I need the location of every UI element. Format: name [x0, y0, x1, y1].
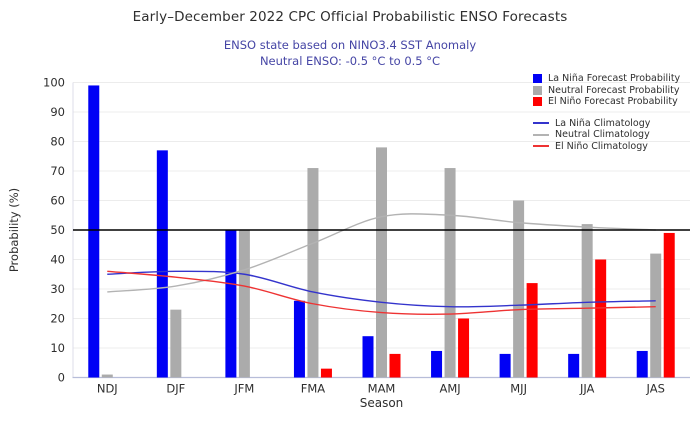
y-tick-label: 0: [58, 371, 65, 385]
x-tick-label: DJF: [166, 382, 185, 396]
legend-item-el-nino-climatology: El Niño Climatology: [533, 141, 680, 153]
x-tick-label: JJA: [579, 382, 595, 396]
bar: [513, 200, 525, 378]
bar: [225, 230, 237, 378]
x-tick-label: MAM: [368, 382, 396, 396]
x-tick-label: MJJ: [510, 382, 527, 396]
el-nino-climatology-line-icon: [533, 145, 549, 148]
bar: [650, 253, 662, 378]
y-tick-label: 60: [50, 194, 65, 208]
la-nina-forecast-swatch-icon: [533, 74, 542, 84]
bar: [307, 168, 319, 378]
chart-title: Early–December 2022 CPC Official Probabi…: [132, 9, 568, 25]
x-tick-label: FMA: [301, 382, 326, 396]
neutral-forecast-swatch-icon: [533, 85, 542, 95]
bar: [320, 368, 332, 378]
bar: [88, 85, 100, 378]
y-tick-label: 100: [43, 76, 65, 90]
el-nino-forecast-swatch-icon: [533, 97, 542, 107]
legend-label: La Niña Climatology: [555, 117, 651, 129]
y-tick-label: 40: [50, 253, 65, 267]
bar: [101, 374, 113, 378]
y-tick-label: 10: [50, 341, 65, 355]
x-tick-label: NDJ: [97, 382, 118, 396]
bar: [663, 232, 675, 378]
neutral-climatology-line-icon: [533, 133, 549, 136]
legend-group-gap: [533, 108, 680, 118]
bar: [389, 353, 401, 378]
legend-label: Neutral Forecast Probability: [548, 84, 680, 96]
bar: [568, 353, 580, 378]
legend-item-la-nina-climatology: La Niña Climatology: [533, 118, 680, 130]
legend-label: El Niño Forecast Probability: [548, 96, 678, 107]
bar: [431, 350, 443, 378]
x-tick-label: AMJ: [439, 382, 460, 396]
y-tick-label: 70: [50, 164, 65, 178]
bar: [293, 300, 305, 378]
bar: [238, 230, 250, 378]
legend-item-neutral-climatology: Neutral Climatology: [533, 129, 680, 141]
bar: [526, 283, 538, 378]
y-tick-label: 90: [50, 105, 65, 119]
y-tick-label: 80: [50, 135, 65, 149]
legend-label: Neutral Climatology: [555, 129, 650, 140]
legend-label: La Niña Forecast Probability: [548, 73, 681, 84]
x-axis-title: Season: [359, 396, 404, 410]
y-tick-label: 50: [50, 223, 65, 237]
x-tick-label: JFM: [233, 382, 254, 396]
x-tick-label: JAS: [646, 382, 665, 396]
bar: [581, 224, 593, 378]
legend-item-la-nina-forecast: La Niña Forecast Probability: [533, 73, 680, 85]
bar: [156, 150, 168, 378]
chart-legend: La Niña Forecast Probability Neutral For…: [533, 73, 680, 152]
legend-label: El Niño Climatology: [555, 140, 648, 152]
legend-item-neutral-forecast: Neutral Forecast Probability: [533, 85, 680, 97]
bar: [444, 168, 456, 378]
bar: [376, 147, 387, 378]
bar: [362, 336, 374, 378]
chart-subtitle-line1: ENSO state based on NINO3.4 SST Anomaly: [223, 38, 477, 52]
bar: [458, 318, 470, 378]
climatology-line: [107, 270, 656, 308]
legend-item-el-nino-forecast: El Niño Forecast Probability: [533, 96, 680, 108]
bar: [595, 259, 607, 378]
bar: [636, 350, 648, 378]
bar: [170, 309, 182, 378]
y-tick-label: 30: [50, 282, 65, 296]
climatology-line: [107, 213, 656, 293]
climatology-line: [107, 270, 656, 315]
y-tick-label: 20: [50, 312, 65, 326]
chart-subtitle-line2: Neutral ENSO: -0.5 °C to 0.5 °C: [259, 54, 441, 68]
la-nina-climatology-line-icon: [533, 122, 549, 125]
bar: [499, 353, 511, 378]
